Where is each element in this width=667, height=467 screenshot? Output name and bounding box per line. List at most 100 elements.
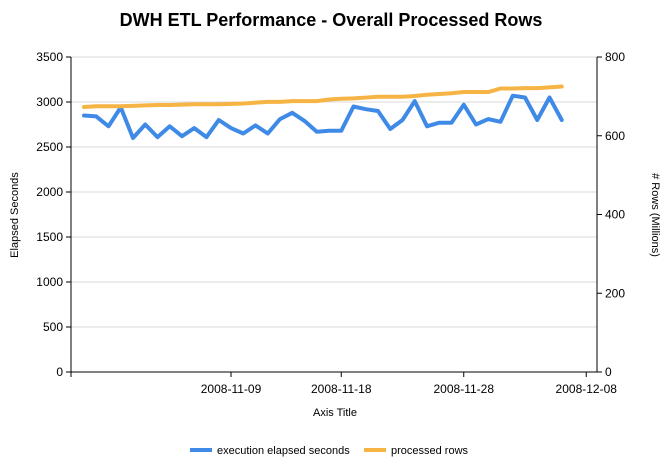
y-tick-label: 2000 [36, 185, 63, 199]
data-point-processed-rows [389, 96, 391, 98]
series-line-processed-rows [82, 84, 564, 110]
data-point-elapsed-seconds [414, 100, 416, 102]
data-point-elapsed-seconds [500, 121, 501, 123]
data-point-processed-rows [132, 105, 134, 107]
data-point-processed-rows [83, 106, 85, 108]
data-point-processed-rows [108, 105, 109, 107]
data-point-processed-rows [549, 86, 550, 88]
data-point-elapsed-seconds [524, 97, 526, 98]
data-point-processed-rows [463, 91, 465, 93]
y2-tick-label: 600 [605, 129, 625, 143]
data-point-processed-rows [340, 98, 342, 100]
series-line-elapsed-seconds [82, 93, 564, 140]
data-point-processed-rows [512, 88, 514, 89]
legend-label-rows: processed rows [391, 445, 469, 457]
data-point-processed-rows [144, 104, 146, 106]
data-point-elapsed-seconds [438, 122, 440, 124]
y2-tick-label: 800 [605, 50, 625, 64]
axes: 0 500 1000 1500 2000 2500 3000 3500 0 200 400 600 80… [36, 50, 625, 396]
y-tick-label: 3000 [36, 95, 63, 109]
data-point-processed-rows [377, 96, 379, 98]
data-point-elapsed-seconds [512, 95, 514, 97]
plot-area [82, 84, 564, 140]
y-tick-label: 1500 [36, 230, 63, 244]
data-point-elapsed-seconds [426, 125, 428, 127]
data-point-processed-rows [157, 104, 158, 106]
data-point-processed-rows [402, 96, 403, 98]
x-tick-label: 2008-11-18 [311, 382, 372, 396]
data-point-elapsed-seconds [132, 137, 134, 139]
data-point-processed-rows [426, 94, 428, 96]
y2-axis-title: # Rows (Millions) [649, 173, 661, 257]
data-point-elapsed-seconds [549, 97, 550, 98]
y2-tick-label: 0 [605, 365, 612, 379]
y-tick-label: 500 [43, 320, 63, 334]
data-point-elapsed-seconds [255, 124, 256, 126]
data-point-elapsed-seconds [561, 119, 563, 121]
data-point-elapsed-seconds [451, 122, 452, 124]
data-point-elapsed-seconds [279, 118, 281, 120]
data-point-elapsed-seconds [144, 124, 146, 125]
data-point-processed-rows [316, 100, 318, 102]
x-tick-label: 2008-11-28 [434, 382, 495, 396]
data-point-elapsed-seconds [230, 127, 232, 129]
y-tick-label: 2500 [36, 140, 63, 154]
data-point-elapsed-seconds [475, 124, 477, 125]
y-tick-label: 3500 [36, 50, 63, 64]
data-point-elapsed-seconds [487, 118, 489, 120]
data-point-processed-rows [536, 87, 538, 89]
x-tick-label: 2008-11-09 [201, 382, 262, 396]
x-tick-label: 2008-12-08 [556, 382, 618, 396]
data-point-processed-rows [500, 88, 501, 89]
x-axis-title: Axis Title [313, 407, 357, 419]
data-point-processed-rows [120, 105, 122, 107]
data-point-elapsed-seconds [157, 136, 158, 138]
data-point-elapsed-seconds [218, 119, 220, 121]
data-point-processed-rows [365, 97, 367, 99]
chart-title: DWH ETL Performance - Overall Processed … [120, 10, 543, 30]
data-point-processed-rows [524, 87, 526, 89]
data-point-processed-rows [475, 91, 477, 93]
y2-tick-label: 200 [605, 286, 625, 300]
grid [71, 56, 597, 328]
data-point-processed-rows [218, 103, 220, 105]
data-point-elapsed-seconds [365, 108, 367, 110]
data-point-elapsed-seconds [242, 133, 244, 134]
data-point-elapsed-seconds [340, 130, 342, 132]
data-point-processed-rows [487, 91, 489, 93]
data-point-processed-rows [267, 101, 269, 103]
data-point-processed-rows [242, 102, 244, 104]
data-point-elapsed-seconds [377, 110, 379, 112]
legend: execution elapsed seconds processed rows [190, 445, 469, 457]
data-point-elapsed-seconds [304, 120, 305, 122]
data-point-elapsed-seconds [316, 131, 318, 133]
data-point-elapsed-seconds [536, 119, 538, 121]
legend-label-elapsed: execution elapsed seconds [217, 445, 350, 457]
data-point-processed-rows [193, 103, 195, 105]
data-point-processed-rows [291, 100, 293, 102]
data-point-elapsed-seconds [181, 135, 183, 137]
y-tick-label: 1000 [36, 275, 63, 289]
data-point-processed-rows [230, 103, 232, 105]
data-point-processed-rows [451, 92, 452, 94]
data-point-processed-rows [279, 101, 281, 103]
data-point-processed-rows [353, 97, 354, 99]
data-point-elapsed-seconds [206, 136, 207, 138]
data-point-elapsed-seconds [328, 130, 330, 132]
data-point-processed-rows [304, 100, 305, 102]
data-point-elapsed-seconds [353, 106, 354, 107]
data-point-elapsed-seconds [193, 127, 195, 129]
y-tick-label: 0 [56, 365, 63, 379]
data-point-elapsed-seconds [95, 115, 97, 117]
data-point-processed-rows [328, 99, 330, 101]
data-point-elapsed-seconds [83, 115, 85, 116]
data-point-processed-rows [255, 102, 256, 104]
data-point-processed-rows [414, 95, 416, 97]
data-point-elapsed-seconds [267, 133, 269, 134]
data-point-elapsed-seconds [463, 104, 465, 106]
data-point-processed-rows [181, 104, 183, 106]
data-point-processed-rows [95, 105, 97, 107]
data-point-elapsed-seconds [291, 112, 293, 114]
data-point-elapsed-seconds [108, 125, 109, 127]
